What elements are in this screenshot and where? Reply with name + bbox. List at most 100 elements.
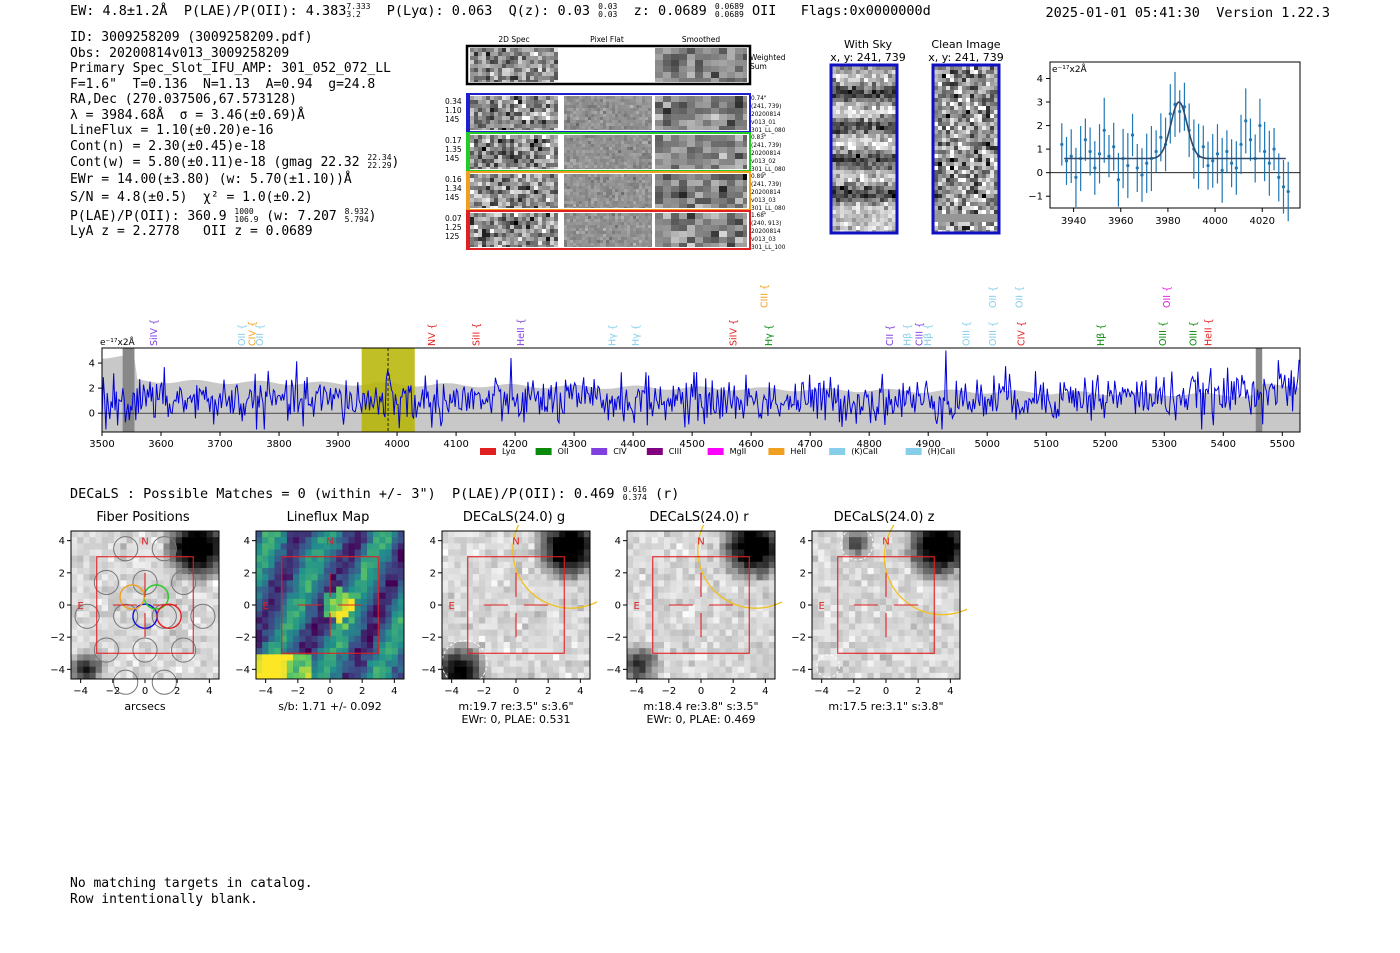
- fiber-left-label: 0.34: [445, 97, 462, 106]
- search-box: [96, 556, 194, 654]
- decals-panel: DECaLS(24.0) r N E −4 −2 0 2 4 4 2 0 −2 −4 m:18.4 re:…: [592, 491, 815, 726]
- fiber-smoothed: [655, 96, 747, 130]
- header-datetime: 2025-01-01 05:41:30: [1045, 5, 1200, 21]
- legend-label: OII: [558, 447, 569, 456]
- fiber-circle: [151, 603, 177, 629]
- fiber-pixel-flat: [564, 174, 652, 208]
- east-label: E: [262, 601, 268, 612]
- zoom-point: [1281, 185, 1286, 189]
- fiber-circle: [74, 603, 100, 629]
- fiber-right-label: 0.83": [751, 135, 767, 141]
- zoom-point: [1225, 149, 1229, 154]
- spectrum-line-name: Hβ {: [923, 324, 934, 346]
- decals-panel-image: N E −4 −2 0 2 4 4 2 0 −2 −4: [791, 498, 1001, 697]
- spectrum-xtick-label: 3900: [325, 439, 350, 450]
- decals-xtick-label: −2: [846, 686, 861, 697]
- spectrum-line-name: Hβ {: [1096, 324, 1107, 346]
- decals-ytick-label: 0: [244, 601, 250, 612]
- decals-pixels: [812, 531, 961, 680]
- decals-ytick-label: 4: [244, 536, 250, 547]
- cutout-col-title: Smoothed: [682, 35, 721, 44]
- decals-panel-caption: arcsecs: [50, 700, 240, 713]
- fiber-2d-spec: [470, 174, 558, 208]
- decals-xtick-label: 4: [947, 686, 953, 697]
- fiber-2d-spec: [470, 213, 558, 247]
- fiber-circle: [93, 637, 119, 663]
- zoom-point: [1112, 145, 1116, 149]
- spectrum-line-name: Hγ {: [631, 324, 642, 346]
- decals-ytick-label: −2: [235, 633, 250, 644]
- header-plae: P(LAE)/P(OII): 4.383: [183, 3, 347, 19]
- cutout-stack: 2D Spec Pixel Flat Smoothed Weighted Sum 0.34…: [440, 34, 800, 259]
- fiber-circle: [151, 669, 177, 695]
- spectrum-ytick-label: 0: [89, 409, 95, 420]
- spectrum-masked-band: [1255, 348, 1263, 432]
- fiber-smoothed: [655, 174, 747, 208]
- header-z: z: 0.0689: [633, 3, 707, 19]
- fiber-circle: [113, 536, 139, 562]
- zoom-point: [1178, 109, 1182, 114]
- decals-ytick-label: 4: [430, 536, 436, 547]
- decals-panel-title: DECaLS(24.0) z: [833, 510, 935, 525]
- weighted-2d-spec: [470, 48, 558, 82]
- cutout-col-title: 2D Spec: [498, 35, 529, 44]
- fiber-circle: [93, 569, 119, 596]
- footer-line-2: Row intentionally blank.: [70, 891, 258, 907]
- north-label: N: [512, 537, 519, 548]
- zoom-point: [1064, 159, 1069, 163]
- decals-xtick-label: 4: [391, 686, 397, 697]
- decals-xtick-label: 2: [174, 686, 180, 697]
- fiber-right-label: v013_03: [751, 198, 776, 204]
- decals-ytick-label: 0: [430, 601, 436, 612]
- spectrum-line-label: SiIV {: [149, 319, 160, 346]
- decals-caption-line: s/b: 1.71 +/- 0.092: [278, 700, 382, 713]
- zoom-xtick-label: 3980: [1155, 216, 1180, 227]
- zoom-point: [1135, 166, 1139, 170]
- fiber-smoothed: [655, 213, 747, 247]
- zoom-line-plot: 3940 3960 3980 4000 4020 4 3 2 1 0 −1 e⁻¹⁷x2Å: [1028, 61, 1301, 227]
- decals-ytick-label: 0: [800, 601, 806, 612]
- header-right: 2025-01-01 05:41:30 Version 1.22.3: [1046, 5, 1331, 21]
- search-box: [652, 556, 750, 654]
- decals-xtick-label: 2: [545, 686, 551, 697]
- spectrum-masked-band: [122, 348, 135, 432]
- fiber-left-label: 1.35: [445, 145, 462, 154]
- spectrum-line-name: NV {: [427, 323, 438, 346]
- decals-panel-caption: s/b: 1.71 +/- 0.092: [235, 700, 425, 713]
- zoom-point: [1107, 154, 1111, 158]
- decals-ytick-label: 2: [430, 568, 436, 579]
- zoom-point: [1206, 164, 1210, 168]
- zoom-point: [1286, 189, 1290, 194]
- zoom-gaussian-fit: [1064, 101, 1286, 160]
- zoom-point: [1248, 138, 1253, 142]
- header-plae-range: 7.333 3.2: [346, 2, 371, 19]
- fiber-left-label: 145: [445, 193, 460, 202]
- spectrum-xtick-label: 3800: [266, 439, 291, 450]
- decals-xtick-label: 0: [883, 686, 889, 697]
- zoom-point: [1154, 149, 1158, 154]
- spectrum-xtick-label: 5200: [1093, 439, 1118, 450]
- weighted-pixel-flat: [562, 48, 652, 82]
- fiber-smoothed: [655, 135, 747, 169]
- cutout-col-title: Pixel Flat: [590, 35, 624, 44]
- spectrum-xtick-label: 4700: [797, 439, 822, 450]
- with-sky-title: With Sky x, y: 241, 739: [830, 38, 906, 64]
- info-sn: S/N = 4.8(±0.5) χ² = 1.0(±0.2): [70, 190, 313, 205]
- fiber-gap: [559, 134, 562, 170]
- fiber-color-bar: [467, 95, 470, 131]
- decals-panel: DECaLS(24.0) z N E −4 −2 0 2 4 4 2 0 −2 −4 m:17.5 re:…: [777, 498, 1001, 713]
- decals-panel: Lineflux Map N E −4 −2 0 2 4 4 2 0 −2 −4 s/b: 1.71 +/…: [221, 510, 411, 713]
- spectrum-line-label: CIV {: [1016, 321, 1027, 346]
- spectrum-line-label: CII {: [885, 325, 896, 346]
- decals-xtick-label: 2: [915, 686, 921, 697]
- weighted-sum-frame: [465, 44, 752, 86]
- east-label: E: [448, 601, 454, 612]
- full-spectrum-plot: 3500 3600 3700 3800 3900 4000 4100 4200 4300 4400…: [89, 284, 1301, 456]
- spectrum-line-label: HeII {: [1204, 318, 1215, 346]
- header-plya: P(Lyα): 0.063: [386, 3, 493, 19]
- footer-line-1: No matching targets in catalog.: [70, 876, 313, 891]
- zoom-point: [1116, 178, 1120, 182]
- spectrum-xtick-label: 4100: [443, 439, 468, 450]
- legend-swatch: [905, 448, 922, 455]
- fiber-circle: [113, 603, 139, 629]
